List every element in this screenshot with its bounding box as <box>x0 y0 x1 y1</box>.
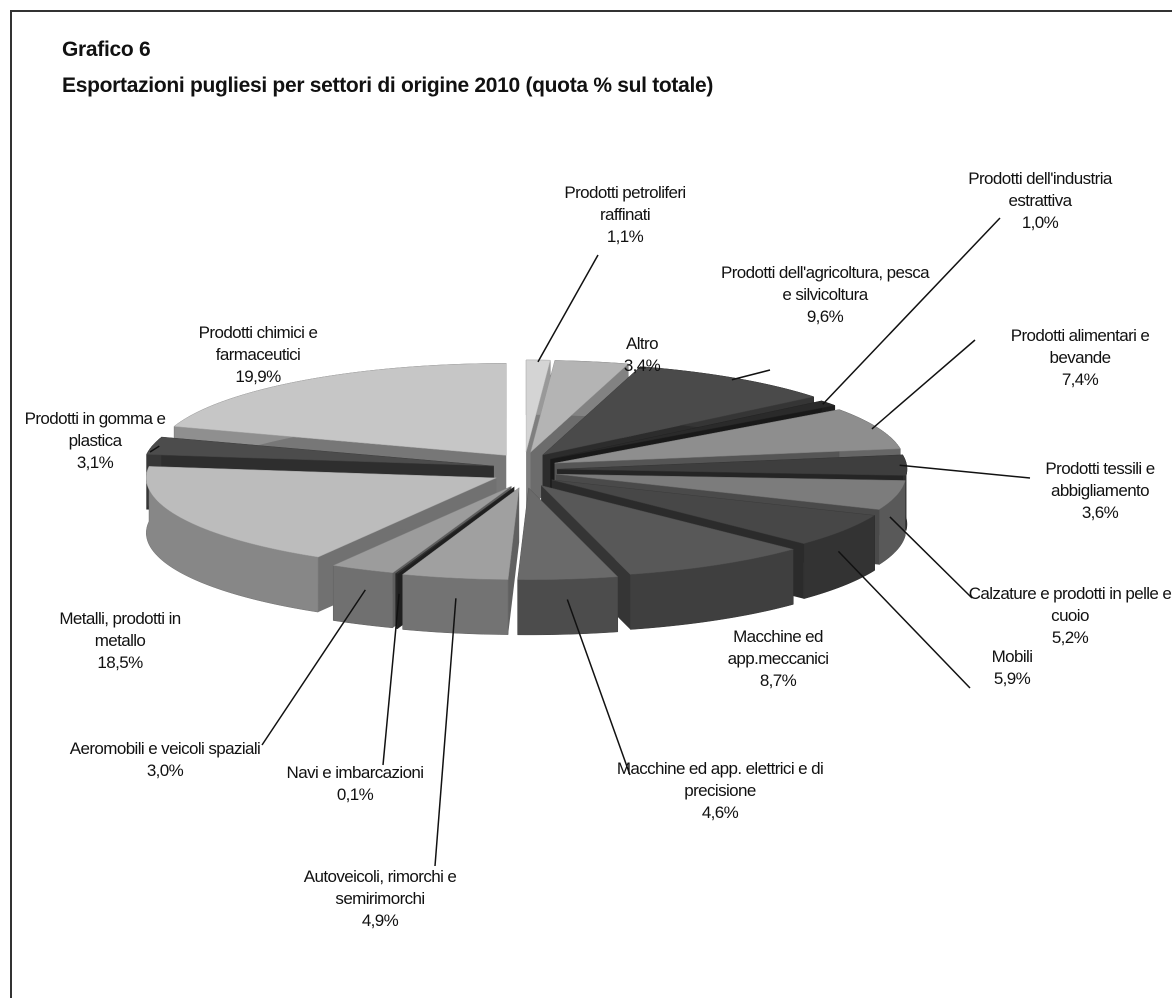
category-label: Prodotti tessili e abbigliamento <box>1045 459 1155 500</box>
data-label: Macchine ed app.meccanici 8,7% <box>703 626 853 692</box>
slice-side <box>332 565 394 629</box>
data-label: Calzature e prodotti in pelle e cuoio 5,2… <box>965 583 1172 649</box>
category-label: Prodotti dell'industria estrattiva <box>968 169 1112 210</box>
leader-line <box>566 599 631 776</box>
value-label: 8,7% <box>759 671 797 690</box>
leader-lines <box>149 217 1031 867</box>
leader-line <box>537 254 599 363</box>
leader-line <box>434 598 457 867</box>
category-label: Metalli, prodotti in metallo <box>59 609 181 650</box>
category-label: Prodotti in gomma e plastica <box>24 409 166 450</box>
leader-line <box>382 593 400 766</box>
slice <box>554 409 901 464</box>
chart-title: Grafico 6 <box>62 38 151 61</box>
category-label: Autoveicoli, rimorchi e semirimorchi <box>303 867 457 908</box>
category-label: Navi e imbarcazioni <box>286 763 425 782</box>
slice <box>517 487 619 581</box>
data-label: Prodotti dell'agricoltura, pesca e silvi… <box>715 262 935 328</box>
value-label: 3,6% <box>1081 503 1119 522</box>
slice <box>332 486 512 574</box>
slice <box>556 473 906 510</box>
data-label: Metalli, prodotti in metallo 18,5% <box>45 608 195 674</box>
value-label: 5,9% <box>993 669 1031 688</box>
leader-line <box>837 550 971 689</box>
category-label: Altro <box>626 334 659 353</box>
value-label: 3,1% <box>76 453 114 472</box>
value-label: 0,1% <box>336 785 374 804</box>
data-label: Autoveicoli, rimorchi e semirimorchi 4,9% <box>275 866 485 932</box>
value-label: 4,6% <box>701 803 739 822</box>
category-label: Macchine ed app.meccanici <box>727 627 829 668</box>
slice <box>146 436 494 467</box>
leader-line <box>871 339 976 430</box>
leader-line <box>889 516 973 599</box>
category-label: Prodotti chimici e farmaceutici <box>198 323 318 364</box>
slice <box>530 360 629 454</box>
data-label: Prodotti petroliferi raffinati 1,1% <box>540 182 710 248</box>
data-label: Navi e imbarcazioni 0,1% <box>255 762 455 806</box>
data-label: Mobili 5,9% <box>972 646 1052 690</box>
slice <box>173 363 507 456</box>
slice <box>146 466 497 558</box>
value-label: 5,2% <box>1051 628 1089 647</box>
frame <box>10 10 1172 998</box>
leader-line <box>822 217 1001 405</box>
category-label: Macchine ed app. elettrici e di precisio… <box>616 759 824 800</box>
value-label: 3,0% <box>146 761 184 780</box>
value-label: 19,9% <box>235 367 281 386</box>
leader-line <box>899 464 1031 479</box>
data-label: Prodotti tessili e abbigliamento 3,6% <box>1025 458 1172 524</box>
slice <box>550 400 836 460</box>
leader-line <box>261 589 366 746</box>
category-label: Mobili <box>991 647 1033 666</box>
value-label: 7,4% <box>1061 370 1099 389</box>
data-label: Prodotti in gomma e plastica 3,1% <box>10 408 180 474</box>
data-label: Aeromobili e veicoli spaziali 3,0% <box>65 738 265 782</box>
data-label: Macchine ed app. elettrici e di precisio… <box>615 758 825 824</box>
category-label: Prodotti petroliferi raffinati <box>564 183 686 224</box>
slice <box>556 454 908 476</box>
slice-tops <box>146 359 908 581</box>
leader-line <box>149 445 160 453</box>
slice <box>401 487 520 580</box>
data-label: Prodotti chimici e farmaceutici 19,9% <box>158 322 358 388</box>
value-label: 1,0% <box>1021 213 1059 232</box>
value-label: 9,6% <box>806 307 844 326</box>
value-label: 1,1% <box>606 227 644 246</box>
data-label: Prodotti alimentari e bevande 7,4% <box>980 325 1172 391</box>
data-label: Prodotti dell'industria estrattiva 1,0% <box>940 168 1140 234</box>
data-label: Altro 3,4% <box>602 333 682 377</box>
value-label: 4,9% <box>361 911 399 930</box>
slice <box>551 479 876 544</box>
category-label: Prodotti alimentari e bevande <box>1010 326 1150 367</box>
slice <box>540 485 795 575</box>
slice-side <box>517 576 619 636</box>
value-label: 18,5% <box>97 653 143 672</box>
category-label: Aeromobili e veicoli spaziali <box>69 739 261 758</box>
slice <box>395 486 515 574</box>
leader-line <box>731 369 771 381</box>
category-label: Calzature e prodotti in pelle e cuoio <box>968 584 1172 625</box>
chart-subtitle: Esportazioni pugliesi per settori di ori… <box>62 74 714 97</box>
category-label: Prodotti dell'agricoltura, pesca e silvi… <box>720 263 930 304</box>
value-label: 3,4% <box>623 356 661 375</box>
